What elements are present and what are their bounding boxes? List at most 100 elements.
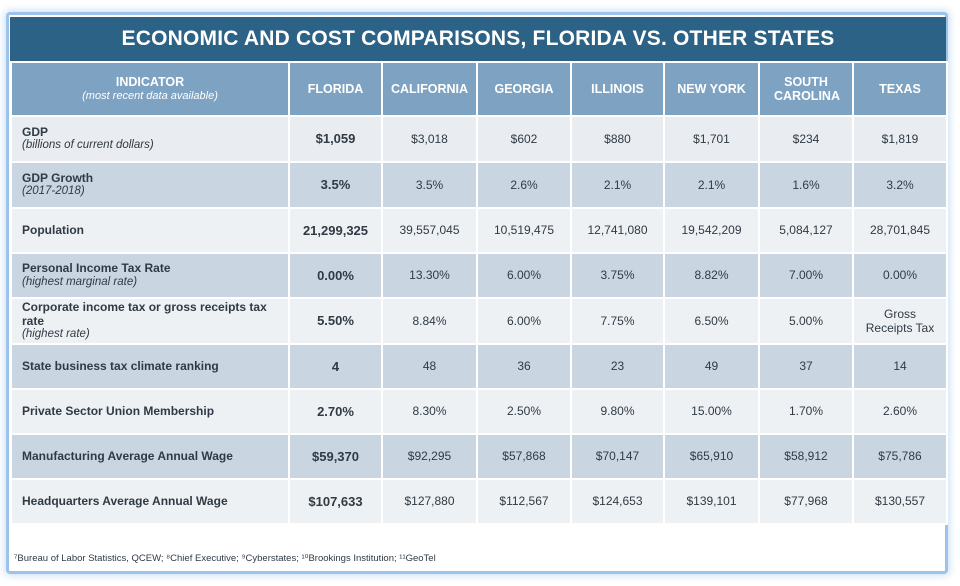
row-indicator: Private Sector Union Membership (10, 388, 290, 435)
table-cell: 7.75% (570, 297, 665, 345)
table-cell: 4 (288, 343, 383, 390)
table-title-text: ECONOMIC AND COST COMPARISONS, FLORIDA V… (121, 27, 835, 50)
table-cell: $139,101 (663, 478, 760, 525)
table-row: Population 21,299,325 39,557,045 10,519,475… (10, 207, 948, 254)
table-cell: 2.1% (570, 161, 665, 209)
table-cell: $107,633 (288, 478, 383, 525)
table-row: Manufacturing Average Annual Wage $59,370… (10, 433, 948, 480)
table-cell: $124,653 (570, 478, 665, 525)
row-indicator: Headquarters Average Annual Wage (10, 478, 290, 525)
row-indicator-sub: (billions of current dollars) (22, 139, 154, 152)
row-indicator-label: Headquarters Average Annual Wage (22, 494, 228, 509)
footnote: ⁷Bureau of Labor Statistics, QCEW; ⁸Chie… (14, 553, 436, 564)
table-cell: $130,557 (852, 478, 948, 525)
row-indicator: Manufacturing Average Annual Wage (10, 433, 290, 480)
header-indicator: INDICATOR (most recent data available) (10, 61, 290, 117)
row-indicator-sub: (highest rate) (22, 328, 90, 341)
table-cell: 3.2% (852, 161, 948, 209)
header-state: GEORGIA (476, 61, 572, 117)
table-cell: 48 (381, 343, 478, 390)
table-cell: $77,968 (758, 478, 854, 525)
table-cell: $92,295 (381, 433, 478, 480)
table-cell: 8.30% (381, 388, 478, 435)
table-cell: 2.6% (476, 161, 572, 209)
table-cell: $1,819 (852, 115, 948, 163)
table-cell: 39,557,045 (381, 207, 478, 254)
table-cell: $70,147 (570, 433, 665, 480)
header-state: ILLINOIS (570, 61, 665, 117)
header-state: CALIFORNIA (381, 61, 478, 117)
table-cell: $57,868 (476, 433, 572, 480)
table-cell: 6.50% (663, 297, 760, 345)
header-state: SOUTH CAROLINA (758, 61, 854, 117)
table-row: State business tax climate ranking 4 48 36 2… (10, 343, 948, 390)
table-cell: $1,701 (663, 115, 760, 163)
row-indicator: Personal Income Tax Rate (highest margina… (10, 252, 290, 299)
table-cell: 23 (570, 343, 665, 390)
table-cell: 12,741,080 (570, 207, 665, 254)
row-indicator-label: GDP (22, 124, 49, 139)
header-state: NEW YORK (663, 61, 760, 117)
row-indicator-sub: (highest marginal rate) (22, 275, 138, 288)
table-cell: 6.00% (476, 297, 572, 345)
table-cell: $112,567 (476, 478, 572, 525)
table-cell: 49 (663, 343, 760, 390)
table-cell: 3.75% (570, 252, 665, 299)
table-cell: $3,018 (381, 115, 478, 163)
table-row: GDP Growth (2017-2018) 3.5% 3.5% 2.6% 2.1% 2.1… (10, 161, 948, 209)
table-row: Personal Income Tax Rate (highest margina… (10, 252, 948, 299)
table-cell: 2.60% (852, 388, 948, 435)
table-cell: 36 (476, 343, 572, 390)
table-cell: $602 (476, 115, 572, 163)
table-cell: $75,786 (852, 433, 948, 480)
table-row: Corporate income tax or gross receipts t… (10, 297, 948, 345)
row-indicator: GDP (billions of current dollars) (10, 115, 290, 163)
table-cell: $58,912 (758, 433, 854, 480)
row-indicator-label: Private Sector Union Membership (22, 404, 215, 419)
table-title: ECONOMIC AND COST COMPARISONS, FLORIDA V… (10, 17, 946, 61)
table-cell: $127,880 (381, 478, 478, 525)
table-cell: 37 (758, 343, 854, 390)
row-indicator-label: GDP Growth (22, 170, 94, 185)
table-cell: Gross Receipts Tax (852, 297, 948, 345)
table-cell: 5.00% (758, 297, 854, 345)
table-cell: 1.70% (758, 388, 854, 435)
comparison-table: INDICATOR (most recent data available) F… (10, 61, 948, 525)
header-indicator-label: INDICATOR (115, 75, 185, 90)
table-cell: 8.82% (663, 252, 760, 299)
table-cell: 5,084,127 (758, 207, 854, 254)
header-indicator-sub: (most recent data available) (82, 89, 218, 102)
table-cell: 2.70% (288, 388, 383, 435)
table-cell: 0.00% (288, 252, 383, 299)
table-cell: 8.84% (381, 297, 478, 345)
table-row: Private Sector Union Membership 2.70% 8.30… (10, 388, 948, 435)
row-indicator-label: Personal Income Tax Rate (22, 261, 171, 276)
row-indicator-sub: (2017-2018) (22, 185, 85, 198)
row-indicator: Population (10, 207, 290, 254)
row-indicator-label: Corporate income tax or gross receipts t… (22, 299, 267, 329)
table-cell: 9.80% (570, 388, 665, 435)
table-cell: $234 (758, 115, 854, 163)
table-cell: 2.1% (663, 161, 760, 209)
table-cell: $1,059 (288, 115, 383, 163)
row-indicator: Corporate income tax or gross receipts t… (10, 297, 290, 345)
table-row: GDP (billions of current dollars) $1,059 $3… (10, 115, 948, 163)
row-indicator: GDP Growth (2017-2018) (10, 161, 290, 209)
table-cell: 19,542,209 (663, 207, 760, 254)
header-state: TEXAS (852, 61, 948, 117)
table-cell: 1.6% (758, 161, 854, 209)
table-cell: 21,299,325 (288, 207, 383, 254)
table-cell: 3.5% (381, 161, 478, 209)
table-row: Headquarters Average Annual Wage $107,633… (10, 478, 948, 525)
row-indicator-label: Population (22, 223, 84, 238)
table-cell: 0.00% (852, 252, 948, 299)
table-cell: $59,370 (288, 433, 383, 480)
row-indicator-label: State business tax climate ranking (22, 359, 219, 374)
table-cell: 3.5% (288, 161, 383, 209)
table-cell: 7.00% (758, 252, 854, 299)
table-cell: 6.00% (476, 252, 572, 299)
row-indicator-label: Manufacturing Average Annual Wage (22, 449, 233, 464)
table-cell: 28,701,845 (852, 207, 948, 254)
table-cell: 15.00% (663, 388, 760, 435)
table-cell: 5.50% (288, 297, 383, 345)
